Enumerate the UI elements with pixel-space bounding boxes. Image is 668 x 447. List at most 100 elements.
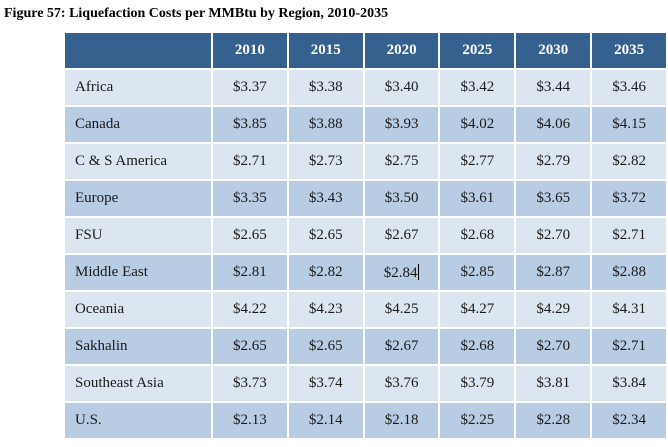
value-text: $3.40 <box>384 79 419 95</box>
value-cell[interactable]: $3.93 <box>364 107 439 142</box>
value-cell[interactable]: $2.77 <box>440 144 515 179</box>
region-cell[interactable]: U.S. <box>65 403 211 438</box>
value-text: $3.84 <box>612 375 646 391</box>
value-cell[interactable]: $2.68 <box>440 218 515 253</box>
value-text: $3.38 <box>308 79 343 95</box>
value-cell[interactable]: $3.73 <box>213 366 287 401</box>
value-cell[interactable]: $2.13 <box>213 403 287 438</box>
value-text: $2.71 <box>612 227 646 243</box>
value-text: $3.88 <box>308 116 343 132</box>
value-text: $2.82 <box>308 264 343 280</box>
region-cell[interactable]: Sakhalin <box>65 329 211 364</box>
value-text: $4.02 <box>460 116 495 132</box>
value-cell[interactable]: $2.68 <box>440 329 515 364</box>
value-cell[interactable]: $2.82 <box>288 255 363 290</box>
value-cell[interactable]: $3.85 <box>213 107 287 142</box>
value-cell[interactable]: $2.75 <box>364 144 439 179</box>
value-cell[interactable]: $3.35 <box>213 181 287 216</box>
value-cell[interactable]: $2.65 <box>213 329 287 364</box>
value-cell[interactable]: $3.37 <box>213 70 287 105</box>
value-cell[interactable]: $3.84 <box>592 366 666 401</box>
table-row: Europe $3.35 $3.43 $3.50 $3.61 $3.65 $3.72 <box>65 181 666 216</box>
value-cell[interactable]: $3.46 <box>592 70 666 105</box>
value-cell[interactable]: $2.79 <box>516 144 591 179</box>
value-cell[interactable]: $4.02 <box>440 107 515 142</box>
value-cell[interactable]: $2.71 <box>592 218 666 253</box>
value-cell[interactable]: $2.25 <box>440 403 515 438</box>
value-text: $2.65 <box>233 338 267 354</box>
value-cell[interactable]: $2.71 <box>592 329 666 364</box>
table-row: Middle East $2.81 $2.82 $2.84 $2.85 $2.87 $2.8… <box>65 255 666 290</box>
value-cell[interactable]: $4.23 <box>288 292 363 327</box>
value-cell[interactable]: $2.87 <box>516 255 591 290</box>
value-cell[interactable]: $2.65 <box>213 218 287 253</box>
value-cell[interactable]: $3.65 <box>516 181 591 216</box>
region-cell[interactable]: Middle East <box>65 255 211 290</box>
value-cell[interactable]: $2.34 <box>592 403 666 438</box>
value-text: $3.50 <box>384 190 419 206</box>
year-column-header[interactable]: 2035 <box>592 33 666 68</box>
value-cell[interactable]: $2.84 <box>364 255 439 290</box>
value-cell[interactable]: $3.74 <box>288 366 363 401</box>
year-column-header[interactable]: 2030 <box>516 33 591 68</box>
value-cell[interactable]: $3.81 <box>516 366 591 401</box>
value-cell[interactable]: $2.85 <box>440 255 515 290</box>
region-cell[interactable]: Southeast Asia <box>65 366 211 401</box>
value-text: $2.67 <box>384 338 419 354</box>
value-cell[interactable]: $4.27 <box>440 292 515 327</box>
year-column-header[interactable]: 2025 <box>440 33 515 68</box>
value-cell[interactable]: $2.28 <box>516 403 591 438</box>
region-cell[interactable]: Oceania <box>65 292 211 327</box>
value-cell[interactable]: $2.81 <box>213 255 287 290</box>
region-cell[interactable]: Canada <box>65 107 211 142</box>
value-cell[interactable]: $2.18 <box>364 403 439 438</box>
region-cell[interactable]: Europe <box>65 181 211 216</box>
value-text: $2.87 <box>536 264 571 280</box>
value-text: $3.43 <box>308 190 343 206</box>
value-text: $3.76 <box>384 375 419 391</box>
value-cell[interactable]: $3.72 <box>592 181 666 216</box>
value-cell[interactable]: $2.71 <box>213 144 287 179</box>
value-cell[interactable]: $2.70 <box>516 329 591 364</box>
value-text: $2.28 <box>536 412 571 428</box>
value-cell[interactable]: $3.44 <box>516 70 591 105</box>
value-cell[interactable]: $4.29 <box>516 292 591 327</box>
value-cell[interactable]: $4.31 <box>592 292 666 327</box>
value-text: $2.34 <box>612 412 646 428</box>
value-cell[interactable]: $2.14 <box>288 403 363 438</box>
value-cell[interactable]: $2.65 <box>288 329 363 364</box>
value-cell[interactable]: $3.42 <box>440 70 515 105</box>
value-cell[interactable]: $3.88 <box>288 107 363 142</box>
value-cell[interactable]: $2.67 <box>364 218 439 253</box>
value-cell[interactable]: $3.50 <box>364 181 439 216</box>
value-cell[interactable]: $4.22 <box>213 292 287 327</box>
value-cell[interactable]: $2.65 <box>288 218 363 253</box>
value-text: $2.70 <box>536 338 571 354</box>
value-cell[interactable]: $2.67 <box>364 329 439 364</box>
region-cell[interactable]: Africa <box>65 70 211 105</box>
value-cell[interactable]: $4.25 <box>364 292 439 327</box>
value-cell[interactable]: $3.76 <box>364 366 439 401</box>
table-row: Oceania $4.22 $4.23 $4.25 $4.27 $4.29 $4.31 <box>65 292 666 327</box>
value-cell[interactable]: $2.82 <box>592 144 666 179</box>
value-cell[interactable]: $2.88 <box>592 255 666 290</box>
value-cell[interactable]: $2.73 <box>288 144 363 179</box>
value-cell[interactable]: $3.79 <box>440 366 515 401</box>
value-cell[interactable]: $3.61 <box>440 181 515 216</box>
value-cell[interactable]: $2.70 <box>516 218 591 253</box>
region-column-header[interactable] <box>65 33 211 68</box>
region-cell[interactable]: FSU <box>65 218 211 253</box>
value-cell[interactable]: $3.40 <box>364 70 439 105</box>
value-cell[interactable]: $3.38 <box>288 70 363 105</box>
year-column-header[interactable]: 2010 <box>213 33 287 68</box>
value-text: $3.46 <box>612 79 646 95</box>
value-text: $3.37 <box>233 79 267 95</box>
year-column-header[interactable]: 2015 <box>288 33 363 68</box>
value-cell[interactable]: $4.15 <box>592 107 666 142</box>
region-cell[interactable]: C & S America <box>65 144 211 179</box>
year-column-header[interactable]: 2020 <box>364 33 439 68</box>
value-text: $2.71 <box>233 153 267 169</box>
value-text: $3.74 <box>308 375 343 391</box>
value-cell[interactable]: $3.43 <box>288 181 363 216</box>
value-cell[interactable]: $4.06 <box>516 107 591 142</box>
